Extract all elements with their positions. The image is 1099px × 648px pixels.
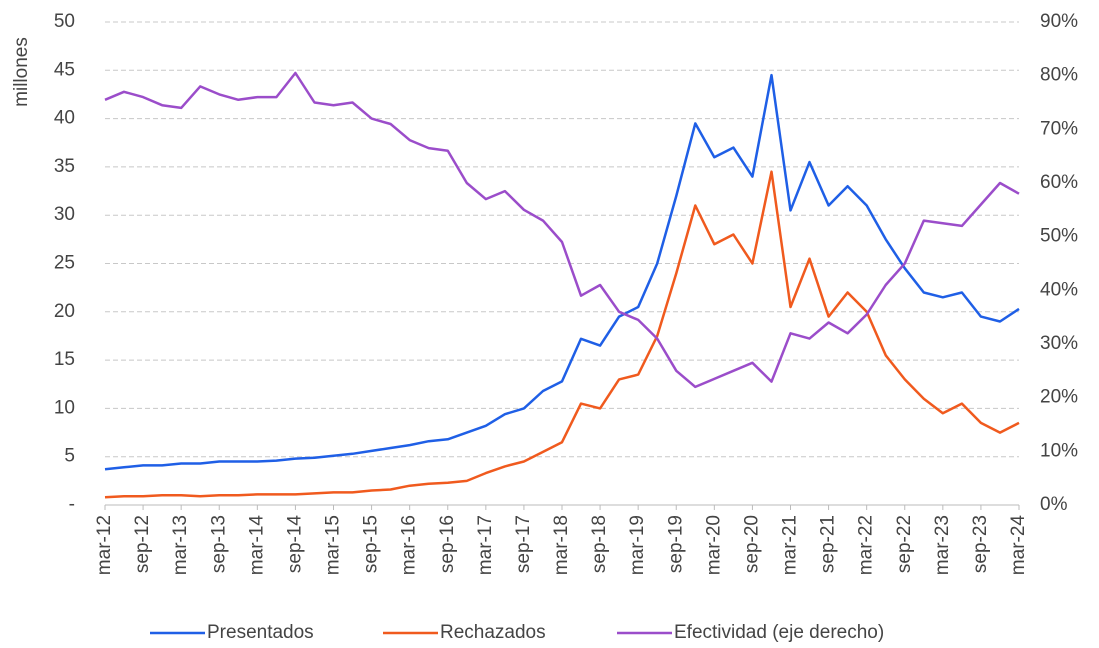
y2-tick-label: 10% bbox=[1040, 440, 1078, 461]
y2-tick-label: 20% bbox=[1040, 387, 1078, 408]
y2-tick-label: 60% bbox=[1040, 172, 1078, 193]
y-tick-label: 30 bbox=[54, 204, 75, 225]
x-tick-label: mar-21 bbox=[780, 515, 801, 575]
x-tick-label: mar-23 bbox=[932, 515, 953, 575]
x-tick-label: mar-12 bbox=[94, 515, 115, 575]
legend-label: Rechazados bbox=[440, 622, 546, 643]
y2-tick-label: 70% bbox=[1040, 118, 1078, 139]
x-tick-label: sep-23 bbox=[970, 515, 991, 573]
y2-tick-label: 80% bbox=[1040, 65, 1078, 86]
y-tick-label: 35 bbox=[54, 156, 75, 177]
x-tick-label: sep-20 bbox=[741, 515, 762, 573]
y-tick-label: 15 bbox=[54, 349, 75, 370]
x-tick-label: mar-14 bbox=[246, 515, 267, 576]
y2-tick-label: 30% bbox=[1040, 333, 1078, 354]
x-tick-label: mar-15 bbox=[323, 515, 344, 575]
y-tick-label: 10 bbox=[54, 397, 75, 418]
x-tick-label: mar-13 bbox=[170, 515, 191, 575]
legend-label: Efectividad (eje derecho) bbox=[674, 622, 884, 643]
x-tick-label: mar-18 bbox=[551, 515, 572, 575]
x-tick-label: mar-22 bbox=[856, 515, 877, 575]
y2-tick-label: 0% bbox=[1040, 494, 1068, 515]
series-line bbox=[104, 73, 1020, 471]
legend-label: Presentados bbox=[207, 622, 314, 643]
x-tick-label: mar-17 bbox=[475, 515, 496, 575]
x-tick-label: mar-20 bbox=[703, 515, 724, 575]
x-tick-label: sep-13 bbox=[208, 515, 229, 573]
series-line bbox=[104, 71, 1020, 389]
x-tick-label: sep-14 bbox=[284, 515, 305, 574]
y-tick-label: - bbox=[69, 494, 75, 515]
y-tick-label: 25 bbox=[54, 253, 75, 274]
y-tick-label: 40 bbox=[54, 108, 75, 129]
x-tick-label: sep-18 bbox=[589, 515, 610, 573]
x-tick-label: sep-19 bbox=[665, 515, 686, 573]
x-tick-label: sep-17 bbox=[513, 515, 534, 573]
x-tick-label: sep-12 bbox=[132, 515, 153, 573]
x-tick-label: sep-16 bbox=[437, 515, 458, 573]
y-axis-label: millones bbox=[11, 37, 32, 107]
y-tick-label: 45 bbox=[54, 59, 75, 80]
y2-tick-label: 50% bbox=[1040, 226, 1078, 247]
x-tick-label: mar-16 bbox=[399, 515, 420, 575]
y-tick-label: 20 bbox=[54, 301, 75, 322]
x-tick-label: mar-24 bbox=[1008, 515, 1029, 576]
x-tick-label: sep-15 bbox=[361, 515, 382, 573]
series-line bbox=[104, 170, 1020, 499]
y-tick-label: 5 bbox=[64, 446, 75, 467]
y-tick-label: 50 bbox=[54, 11, 75, 32]
y2-tick-label: 40% bbox=[1040, 279, 1078, 300]
x-tick-label: sep-22 bbox=[894, 515, 915, 573]
x-tick-label: mar-19 bbox=[627, 515, 648, 575]
x-tick-label: sep-21 bbox=[818, 515, 839, 573]
y2-tick-label: 90% bbox=[1040, 11, 1078, 32]
